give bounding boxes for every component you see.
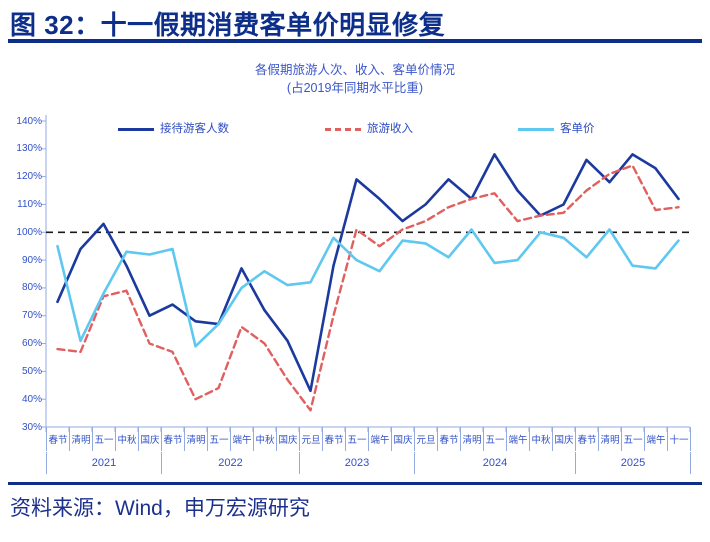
y-axis-tick-label: 40%: [21, 393, 42, 405]
x-axis-category-label: 十一: [668, 427, 691, 451]
x-axis-category-row: 春节 清明 五一 中秋 国庆 春节 清明 五一 端午 中秋 国庆 元旦 春节 五一 端午 国庆 元旦 春节 清明 五一…: [46, 427, 691, 451]
legend-swatch-revenue: [325, 127, 361, 131]
source-note: 资料来源：Wind，申万宏源研究: [10, 497, 310, 520]
figure-title: 图 32：十一假期消费客单价明显修复: [10, 10, 446, 40]
chart-title: 各假期旅游人次、收入、客单价情况: [254, 63, 455, 77]
series-line-visitors: [56, 153, 680, 393]
x-axis-category-label: 国庆: [392, 427, 415, 451]
source-divider-rule: [8, 482, 702, 485]
x-axis-category-label: 元旦: [300, 427, 323, 451]
x-axis-category-label: 元旦: [415, 427, 438, 451]
x-axis-category-label: 端午: [369, 427, 392, 451]
y-axis-tick-label: 60%: [21, 338, 42, 350]
y-axis-tick-label: 130%: [16, 143, 42, 155]
legend-label-revenue: 旅游收入: [367, 123, 413, 135]
y-axis-tick-label: 120%: [16, 171, 42, 183]
x-axis-category-label: 中秋: [254, 427, 277, 451]
x-axis-category-label: 国庆: [277, 427, 300, 451]
x-axis-year-label: 2025: [576, 452, 691, 474]
x-axis-category-label: 春节: [162, 427, 185, 451]
y-axis-tick-label: 110%: [17, 198, 42, 210]
chart-subtitle: (占2019年同期水平比重): [286, 81, 424, 95]
x-axis-category-label: 五一: [484, 427, 507, 451]
y-axis-tick-label: 70%: [21, 310, 42, 322]
legend-label-visitors: 接待游客人数: [160, 123, 229, 135]
x-axis-category-label: 国庆: [553, 427, 576, 451]
series-line-revenue: [56, 164, 680, 412]
x-axis-category-label: 清明: [70, 427, 93, 451]
x-axis-category-label: 中秋: [530, 427, 553, 451]
x-axis-category-label: 五一: [622, 427, 645, 451]
x-axis-year-row: 2021 2022 2023 2024 2025: [46, 452, 691, 474]
x-axis-year-label: 2023: [300, 452, 415, 474]
legend-swatch-price: [518, 127, 554, 131]
x-axis-category-label: 国庆: [139, 427, 162, 451]
x-axis-category-label: 端午: [231, 427, 254, 451]
y-axis-tick-label: 50%: [21, 365, 42, 377]
legend-item-revenue: 旅游收入: [325, 121, 413, 137]
legend-swatch-visitors: [118, 127, 154, 131]
x-axis-category-label: 清明: [461, 427, 484, 451]
y-axis-tick-label: 100%: [16, 226, 42, 238]
x-axis-category-label: 五一: [208, 427, 231, 451]
title-divider-rule: [8, 39, 702, 43]
legend-item-price: 客单价: [518, 121, 595, 137]
legend-item-visitors: 接待游客人数: [118, 121, 229, 137]
x-axis-category-label: 春节: [46, 427, 70, 451]
x-axis-category-label: 端午: [645, 427, 668, 451]
x-axis-year-label: 2024: [415, 452, 576, 474]
x-axis-category-label: 中秋: [116, 427, 139, 451]
x-axis-category-label: 春节: [576, 427, 599, 451]
x-axis-category-label: 春节: [438, 427, 461, 451]
x-axis-category-label: 清明: [599, 427, 622, 451]
x-axis-year-label: 2022: [162, 452, 300, 474]
x-axis-category-label: 清明: [185, 427, 208, 451]
y-axis-tick-label: 140%: [16, 115, 42, 127]
x-axis-year-label: 2021: [46, 452, 162, 474]
y-axis-tick-label: 30%: [21, 421, 42, 433]
legend: 接待游客人数 旅游收入 客单价: [0, 121, 710, 137]
x-axis-category-label: 五一: [93, 427, 116, 451]
x-axis-category-label: 春节: [323, 427, 346, 451]
x-axis-category-label: 端午: [507, 427, 530, 451]
series-line-price: [56, 228, 680, 348]
y-axis-tick-label: 80%: [21, 282, 42, 294]
legend-label-price: 客单价: [560, 123, 595, 135]
y-axis-tick-label: 90%: [21, 254, 42, 266]
x-axis-category-label: 五一: [346, 427, 369, 451]
